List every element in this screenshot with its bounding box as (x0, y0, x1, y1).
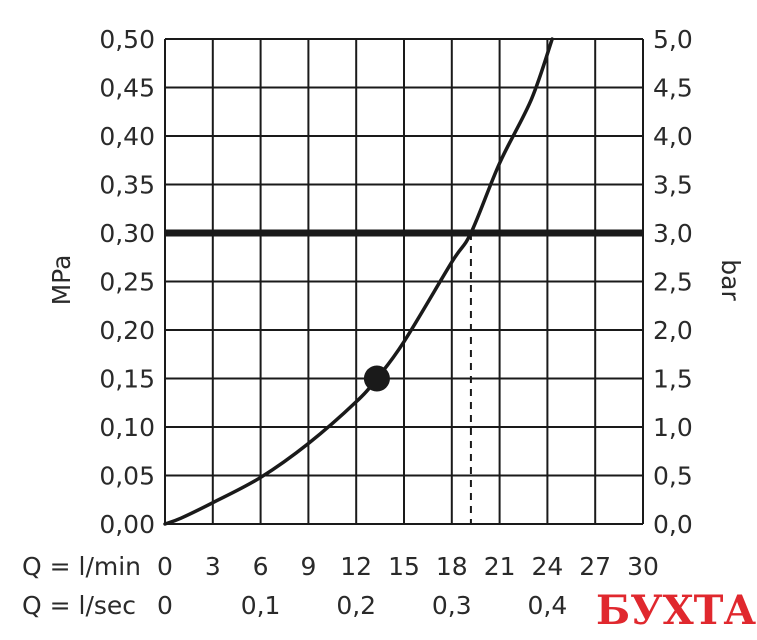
y-left-tick-label: 0,25 (99, 268, 155, 297)
y-right-tick-label: 5,0 (653, 25, 693, 54)
x-lsec-tick-label: 0,3 (432, 591, 472, 620)
x-lmin-tick-label: 15 (388, 552, 420, 581)
x-lsec-tick-label: 0,2 (336, 591, 376, 620)
y-left-tick-label: 0,05 (99, 462, 155, 491)
axis-labels: 0,000,050,100,150,200,250,300,350,400,45… (99, 25, 692, 620)
x-lmin-tick-label: 6 (253, 552, 269, 581)
y-left-axis-title: MPa (47, 255, 76, 306)
x-lmin-tick-label: 12 (340, 552, 372, 581)
y-right-tick-label: 4,5 (653, 74, 693, 103)
x-lsec-tick-label: 0 (157, 591, 173, 620)
y-right-tick-label: 2,0 (653, 316, 693, 345)
y-right-tick-label: 3,0 (653, 219, 693, 248)
y-right-axis-title: bar (716, 259, 745, 301)
y-right-tick-label: 4,0 (653, 122, 693, 151)
x-lsec-tick-label: 0,4 (528, 591, 568, 620)
y-right-tick-label: 1,0 (653, 413, 693, 442)
y-left-tick-label: 0,30 (99, 219, 155, 248)
x-lmin-tick-label: 21 (484, 552, 516, 581)
y-right-tick-label: 0,0 (653, 510, 693, 539)
x-lmin-tick-label: 3 (205, 552, 221, 581)
x-lmin-tick-label: 24 (531, 552, 563, 581)
y-left-tick-label: 0,50 (99, 25, 155, 54)
y-right-tick-label: 1,5 (653, 365, 693, 394)
y-right-tick-label: 3,5 (653, 171, 693, 200)
y-left-tick-label: 0,10 (99, 413, 155, 442)
y-left-tick-label: 0,35 (99, 171, 155, 200)
y-left-tick-label: 0,00 (99, 510, 155, 539)
y-right-tick-label: 2,5 (653, 268, 693, 297)
x-lmin-tick-label: 9 (300, 552, 316, 581)
y-left-tick-label: 0,45 (99, 74, 155, 103)
y-left-tick-label: 0,15 (99, 365, 155, 394)
watermark-logo: БУХТА (593, 584, 757, 637)
x-lmin-tick-label: 30 (627, 552, 659, 581)
watermark-text: БУХТА (596, 587, 756, 634)
y-right-tick-label: 0,5 (653, 462, 693, 491)
x-lmin-tick-label: 0 (157, 552, 173, 581)
y-left-tick-label: 0,40 (99, 122, 155, 151)
x-lsec-tick-label: 0,1 (241, 591, 281, 620)
operating-point-marker (363, 365, 390, 392)
x-axis-lsec-title: Q = l/sec (22, 591, 136, 620)
x-lmin-tick-label: 18 (436, 552, 468, 581)
x-lmin-tick-label: 27 (579, 552, 611, 581)
x-axis-lmin-title: Q = l/min (22, 552, 141, 581)
grid (164, 38, 644, 525)
plot-area (163, 37, 643, 526)
y-left-tick-label: 0,20 (99, 316, 155, 345)
